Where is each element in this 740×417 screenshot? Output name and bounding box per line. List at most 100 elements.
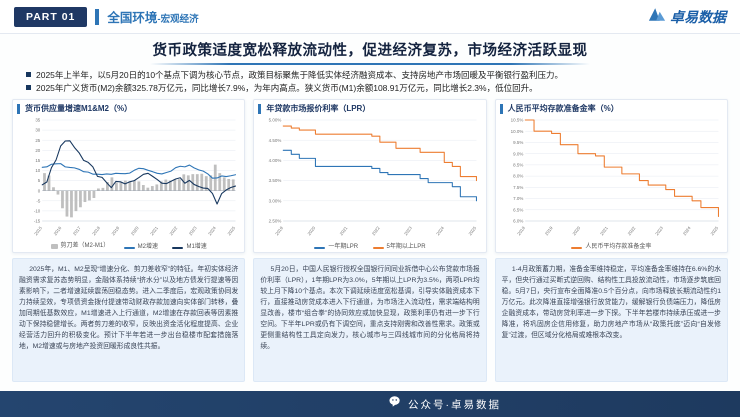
- svg-text:-10: -10: [34, 208, 41, 213]
- svg-text:3.50%: 3.50%: [269, 178, 282, 183]
- bullet-text: 2025年上半年，以5月20日的10个基点下调为核心节点，政策目标聚焦于降低实体…: [36, 70, 564, 80]
- svg-text:2024: 2024: [436, 225, 446, 236]
- chart-legend: 剪刀差（M2-M1） M2增速 M1增速: [17, 239, 240, 250]
- chart-legend: 人民币平均存款准备金率: [500, 239, 723, 250]
- legend-marker: [123, 246, 135, 249]
- svg-text:8.0%: 8.0%: [513, 174, 523, 179]
- svg-text:10.0%: 10.0%: [510, 129, 523, 134]
- brand-logo: 卓易数据: [648, 7, 726, 27]
- bullet-text: 2025年广义货币(M2)余额325.78万亿元，同比增长7.9%，为年内高点。…: [36, 82, 538, 93]
- footer-label: 公众号·卓易数据: [408, 398, 501, 411]
- bullet-square-icon: [26, 72, 31, 77]
- svg-text:2021: 2021: [599, 225, 609, 236]
- svg-text:-5: -5: [36, 198, 40, 203]
- svg-text:2016: 2016: [53, 225, 63, 236]
- analysis-lpr: 5月20日，中国人民银行授权全国银行间同业拆借中心公布贷款市场报价利率（LPR）…: [253, 257, 487, 382]
- legend-marker: [314, 246, 326, 249]
- svg-text:2018: 2018: [91, 225, 101, 236]
- section-title-group: 全国环境-宏观经济: [107, 7, 198, 27]
- legend-item: 人民币平均存款准备金率: [571, 242, 651, 250]
- charts-row: 货币供应量增速M1&M2（%） -15 -10 -5 0 5 10 15 20 25 30 35 20…: [0, 98, 740, 253]
- legend-label: 一年期LPR: [328, 244, 359, 250]
- legend-label: 人民币平均存款准备金率: [585, 244, 652, 250]
- section-title: 全国环境: [107, 10, 158, 25]
- svg-text:5.00%: 5.00%: [269, 117, 282, 122]
- svg-text:35: 35: [35, 117, 40, 122]
- svg-text:2020: 2020: [571, 225, 581, 236]
- svg-text:7.5%: 7.5%: [513, 185, 523, 190]
- svg-text:15: 15: [35, 158, 40, 163]
- svg-text:20: 20: [35, 148, 40, 153]
- bullet-item: 2025年上半年，以5月20日的10个基点下调为核心节点，政策目标聚焦于降低实体…: [26, 69, 714, 82]
- svg-text:2.50%: 2.50%: [269, 218, 282, 223]
- svg-text:2022: 2022: [626, 225, 636, 236]
- page-title: 货币政策适度宽松释放流动性，促进经济复苏，市场经济活跃显现: [152, 43, 588, 59]
- svg-text:2021: 2021: [149, 225, 159, 236]
- wechat-icon: [389, 395, 402, 413]
- svg-text:8.5%: 8.5%: [513, 162, 523, 167]
- svg-text:10.5%: 10.5%: [510, 117, 523, 122]
- svg-text:2025: 2025: [227, 225, 237, 236]
- footer-inner: 公众号·卓易数据: [389, 395, 501, 413]
- chart-panel-money-supply: 货币供应量增速M1&M2（%） -15 -10 -5 0 5 10 15 20 25 30 35 20…: [12, 98, 246, 253]
- svg-text:2022: 2022: [371, 225, 381, 236]
- lpr-chart: 2.50% 3.00% 3.50% 4.00% 4.50% 5.00% 2019 2020 20…: [269, 117, 478, 236]
- svg-text:2023: 2023: [403, 225, 413, 236]
- svg-text:2018: 2018: [516, 225, 526, 236]
- svg-text:0: 0: [38, 188, 41, 193]
- legend-item: 5年期以上LPR: [372, 242, 426, 250]
- legend-marker: [172, 246, 184, 249]
- svg-text:2025: 2025: [468, 225, 478, 236]
- svg-text:2023: 2023: [654, 225, 664, 236]
- svg-text:2019: 2019: [275, 225, 285, 236]
- svg-text:2023: 2023: [188, 225, 198, 236]
- svg-text:2020: 2020: [307, 225, 317, 236]
- legend-marker: [372, 246, 384, 249]
- svg-text:2017: 2017: [72, 225, 82, 236]
- bullet-item: 2025年广义货币(M2)余额325.78万亿元，同比增长7.9%，为年内高点。…: [26, 82, 714, 95]
- svg-text:25: 25: [35, 138, 40, 143]
- legend-label: 5年期以上LPR: [386, 244, 426, 250]
- svg-text:2019: 2019: [544, 225, 554, 236]
- svg-text:30: 30: [35, 128, 40, 133]
- header-divider: [95, 8, 100, 25]
- svg-text:6.5%: 6.5%: [513, 207, 523, 212]
- analysis-money-supply: 2025年，M1、M2呈现“增速分化、剪刀差收窄”的特征。年初实体经济融资需求复…: [12, 257, 246, 382]
- bullet-list: 2025年上半年，以5月20日的10个基点下调为核心节点，政策目标聚焦于降低实体…: [0, 69, 740, 95]
- svg-text:9.5%: 9.5%: [513, 140, 523, 145]
- analysis-reserve-ratio: 1-4月政策蓄力期，准备金率维持稳定，平均准备金率维持在6.6%的水平，但央行通…: [494, 257, 728, 382]
- svg-text:4.00%: 4.00%: [269, 158, 282, 163]
- chart-title: 人民币平均存款准备金率（%）: [499, 103, 723, 114]
- svg-text:2021: 2021: [339, 225, 349, 236]
- svg-text:2025: 2025: [709, 225, 719, 236]
- title-underline: [150, 63, 590, 65]
- analysis-row: 2025年，M1、M2呈现“增速分化、剪刀差收窄”的特征。年初实体经济融资需求复…: [0, 257, 740, 382]
- header: PART 01 全国环境-宏观经济 卓易数据: [0, 0, 740, 34]
- chart-panel-reserve-ratio: 人民币平均存款准备金率（%） 6.0% 6.5% 7.0% 7.5% 8.0% 8.5% 9…: [494, 98, 728, 253]
- footer: 公众号·卓易数据: [0, 391, 740, 417]
- section-subtitle: -宏观经济: [157, 13, 199, 25]
- legend-label: M1增速: [186, 244, 207, 250]
- svg-text:3.00%: 3.00%: [269, 198, 282, 203]
- legend-marker: [571, 246, 583, 249]
- legend-item: 剪刀差（M2-M1）: [50, 241, 109, 250]
- chart-title: 年贷款市场报价利率（LPR）: [258, 103, 481, 114]
- legend-label: M2增速: [137, 244, 158, 250]
- svg-text:5: 5: [38, 178, 41, 183]
- legend-item: M1增速: [172, 242, 207, 250]
- svg-text:4.50%: 4.50%: [269, 138, 282, 143]
- part-badge: PART 01: [14, 6, 88, 27]
- svg-text:2024: 2024: [207, 225, 217, 236]
- reserve-ratio-chart: 6.0% 6.5% 7.0% 7.5% 8.0% 8.5% 9.0% 9.5% 10.0% 10.…: [510, 117, 719, 236]
- legend-item: M2增速: [123, 242, 158, 250]
- svg-text:7.0%: 7.0%: [513, 196, 523, 201]
- bullet-square-icon: [26, 84, 31, 90]
- svg-text:2020: 2020: [130, 225, 140, 236]
- logo-text: 卓易数据: [670, 8, 726, 25]
- legend-marker: [50, 243, 58, 249]
- svg-text:2022: 2022: [169, 225, 179, 236]
- legend-item: 一年期LPR: [314, 242, 358, 250]
- svg-text:6.0%: 6.0%: [513, 218, 523, 223]
